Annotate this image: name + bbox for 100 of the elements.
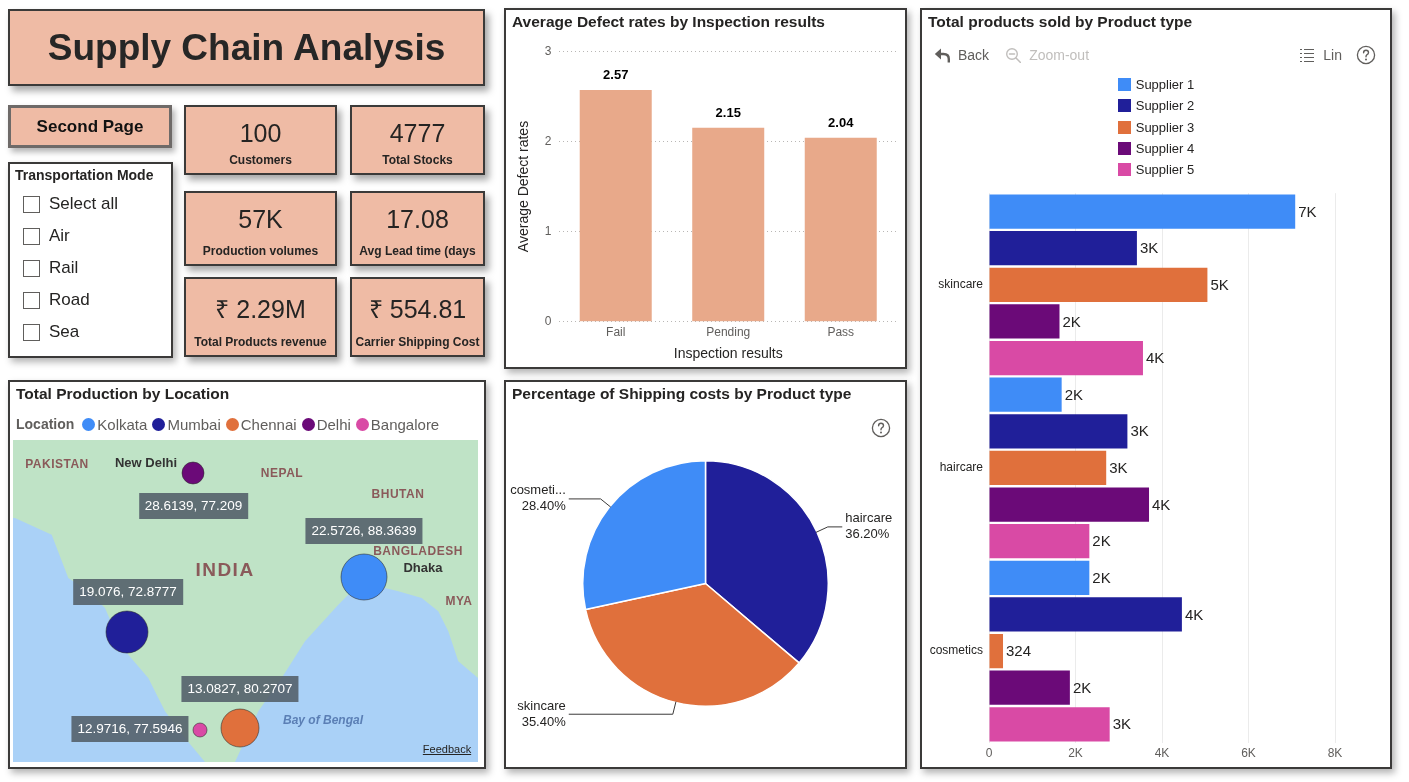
text: Second Page [8,105,172,148]
text: Customers [228,153,293,167]
text: Avg Lead time (days [358,244,477,258]
text: BANGLADESH [373,543,463,558]
legend-label: Chennai [240,415,297,433]
y-tick-label: 2 [544,133,552,148]
bar [989,340,1143,376]
data-label: 4K [1184,605,1204,623]
text: 17.08 [385,205,450,234]
y-tick-label: haircare [939,460,984,475]
legend-label: Supplier 4 [1135,141,1195,157]
legend-label: Supplier 3 [1135,119,1195,135]
y-tick-label: skincare [938,277,984,292]
text: 13.0827, 80.2707 [181,675,299,702]
bar [989,231,1137,266]
text: PAKISTAN [25,457,89,471]
legend-label: Supplier 1 [1135,77,1195,93]
x-tick-label: Pending [706,325,751,340]
text: Total Products revenue [193,335,328,349]
x-tick-label: 6K [1241,746,1256,761]
text: Production volumes [201,244,320,258]
text: Total Stocks [381,153,454,167]
bar [989,560,1090,595]
bar [989,194,1296,229]
y-tick-label: cosmetics [929,643,983,658]
text: 12.9716, 77.5946 [71,716,189,742]
category-label: Road [49,290,90,310]
x-tick-label: 8K [1327,746,1343,761]
text: Supply Chain Analysis [8,9,485,86]
y-tick-label: 1 [544,223,552,238]
x-axis-title: Inspection results [673,345,783,362]
y-axis-title: Average Defect rates [515,120,532,253]
y-tick-label: 0 [544,314,552,329]
bar [989,524,1090,559]
text: Bay of Bengal [282,713,364,727]
slice-label: haircare [845,510,893,526]
data-label: 4K [1152,495,1171,513]
bar [579,89,652,322]
x-tick-label: 2K [1068,746,1083,761]
text: BHUTAN [371,487,425,501]
data-label: 2.15 [715,104,741,120]
bar [989,414,1128,449]
text: ₹ 2.29M [214,294,307,325]
x-tick-label: 4K [1154,746,1170,761]
text: New Delhi [114,454,178,470]
text: ₹ 554.81 [367,294,468,325]
slice-label: cosmeti... [510,482,566,498]
data-label: 3K [1139,239,1159,257]
legend-label: Mumbai [167,415,221,433]
bar [989,633,1004,669]
text: NEPAL [260,466,304,480]
x-tick-label: Pass [827,325,855,340]
data-label: 2.57 [603,67,629,83]
data-label: 35.40% [521,713,567,729]
legend-label: Kolkata [97,415,148,433]
category-label: Select all [49,194,118,214]
text: INDIA [195,559,255,581]
legend-title: Location [16,416,75,432]
legend-label: Bangalore [370,415,440,433]
bar [989,304,1060,339]
data-label: 3K [1109,459,1128,477]
category-label: Sea [49,322,80,342]
data-label: 5K [1210,275,1229,293]
bar [989,377,1062,412]
bar [989,597,1182,632]
text: Dhaka [403,559,443,575]
data-label: 2.04 [828,114,855,130]
data-label: 7K [1298,202,1317,220]
text: Lin [1323,47,1342,63]
legend-label: Supplier 2 [1135,98,1195,114]
data-label: 2K [1072,678,1092,696]
bar [804,137,877,322]
category-label: Rail [49,258,79,278]
data-label: 2K [1092,568,1111,586]
text: 100 [238,119,283,148]
bar [989,487,1150,522]
text: 4777 [388,119,447,148]
y-tick-label: 3 [544,43,552,58]
text: 28.6139, 77.209 [138,493,249,519]
text: Back [958,47,990,63]
bar [989,707,1110,742]
category-label: Air [49,226,70,246]
bar [989,267,1208,302]
chart-title: Average Defect rates by Inspection results [512,13,825,31]
legend-label: Delhi [316,415,351,433]
bar [989,450,1107,486]
text: 22.5726, 88.3639 [305,518,423,544]
text: Transportation Mode [15,167,154,183]
bar [989,670,1070,705]
x-tick-label: Fail [606,325,626,340]
data-label: 28.40% [521,498,567,514]
data-label: 2K [1064,385,1084,403]
data-label: 4K [1145,349,1165,367]
text: Feedback [422,743,472,755]
legend-label: Supplier 5 [1135,162,1195,178]
data-label: 3K [1112,715,1132,733]
text: 19.076, 72.8777 [73,578,183,605]
text: Zoom-out [1029,47,1090,63]
text: MYA [445,594,473,608]
data-label: 2K [1092,532,1111,550]
